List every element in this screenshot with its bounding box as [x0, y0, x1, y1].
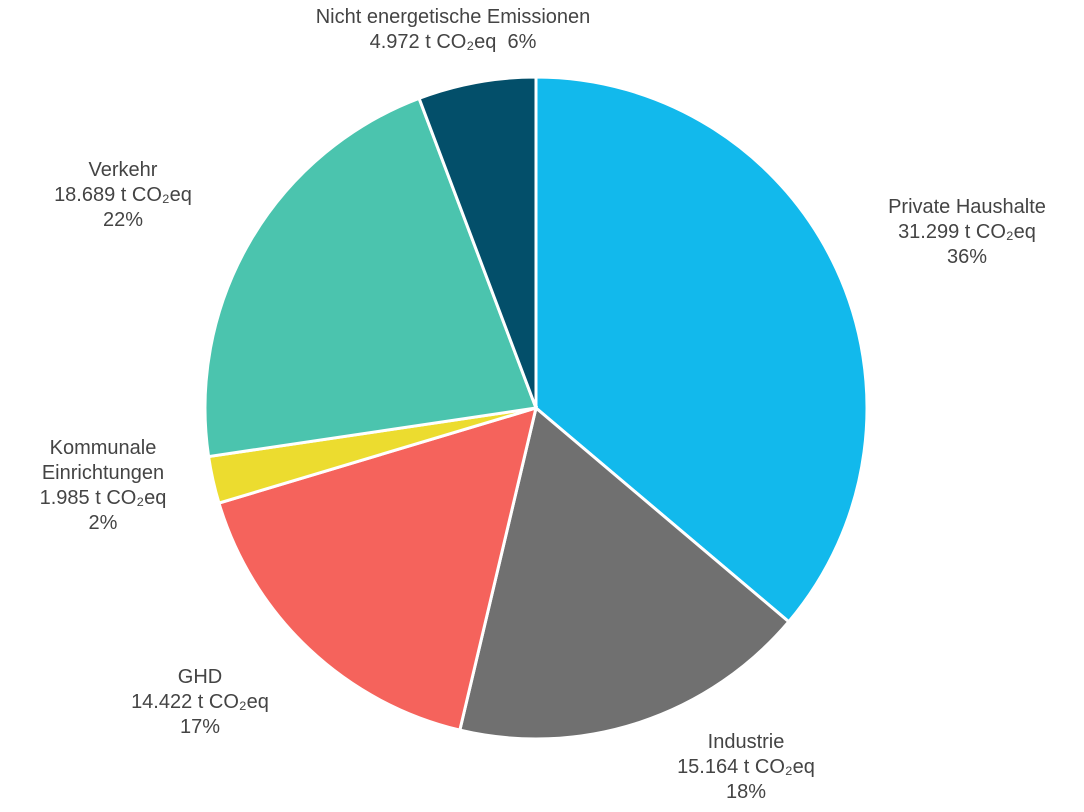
slice-label: Industrie 15.164 t CO₂eq 18%	[626, 730, 866, 805]
share-label: 18%	[725, 781, 767, 803]
value-label: 15.164 t CO₂eq	[677, 756, 815, 778]
category-label: Industrie	[707, 731, 785, 753]
slice-label: Kommunale Einrichtungen 1.985 t CO₂eq 2%	[18, 436, 188, 536]
share-label: 6%	[507, 31, 537, 53]
value-label: 31.299 t CO₂eq	[898, 221, 1036, 243]
category-label: Nicht energetische Emissionen	[315, 6, 591, 28]
slice-label: Private Haushalte 31.299 t CO₂eq 36%	[847, 195, 1084, 270]
share-label: 2%	[88, 512, 118, 534]
slice-label: Nicht energetische Emissionen 4.972 t CO₂…	[273, 5, 633, 55]
slice-label: GHD 14.422 t CO₂eq 17%	[80, 665, 320, 740]
pie-slice	[534, 75, 869, 624]
pie-slice	[417, 75, 538, 409]
value-label: 18.689 t CO₂eq	[54, 184, 192, 206]
share-label: 17%	[179, 716, 221, 738]
slice-label: Verkehr 18.689 t CO₂eq 22%	[3, 158, 243, 233]
pie-slice	[217, 405, 539, 732]
pie-slice	[458, 405, 791, 741]
category-label: GHD	[177, 666, 223, 688]
value-label: 14.422 t CO₂eq	[131, 691, 269, 713]
share-label: 22%	[102, 209, 144, 231]
value-label: 4.972 t CO₂eq	[369, 31, 497, 53]
value-label: 1.985 t CO₂eq	[39, 487, 167, 509]
pie-slice	[203, 96, 539, 459]
category-label: Kommunale Einrichtungen	[41, 437, 165, 484]
category-label: Verkehr	[88, 159, 158, 181]
share-label: 36%	[946, 246, 988, 268]
category-label: Private Haushalte	[888, 196, 1046, 218]
